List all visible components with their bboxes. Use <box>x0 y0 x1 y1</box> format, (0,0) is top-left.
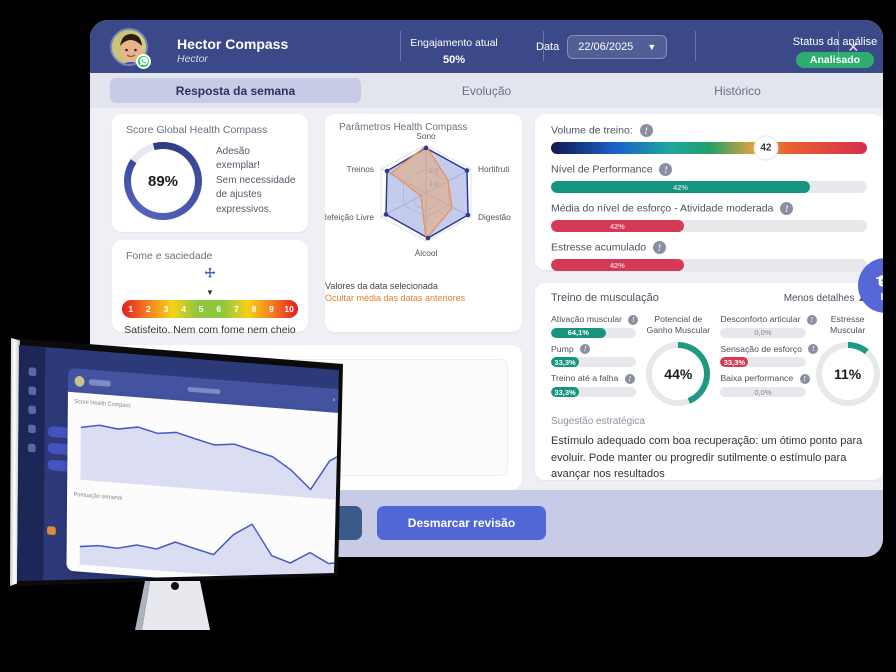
svg-text:Sono: Sono <box>416 131 436 141</box>
svg-text:1.0: 1.0 <box>429 181 439 188</box>
svg-text:2.0: 2.0 <box>429 168 439 175</box>
svg-text:Hortifruti: Hortifruti <box>478 164 510 174</box>
svg-text:Álcool: Álcool <box>415 248 438 258</box>
svg-text:Treinos: Treinos <box>347 164 374 174</box>
svg-text:Refeição Livre: Refeição Livre <box>325 212 374 222</box>
svg-text:Digestão: Digestão <box>478 212 511 222</box>
